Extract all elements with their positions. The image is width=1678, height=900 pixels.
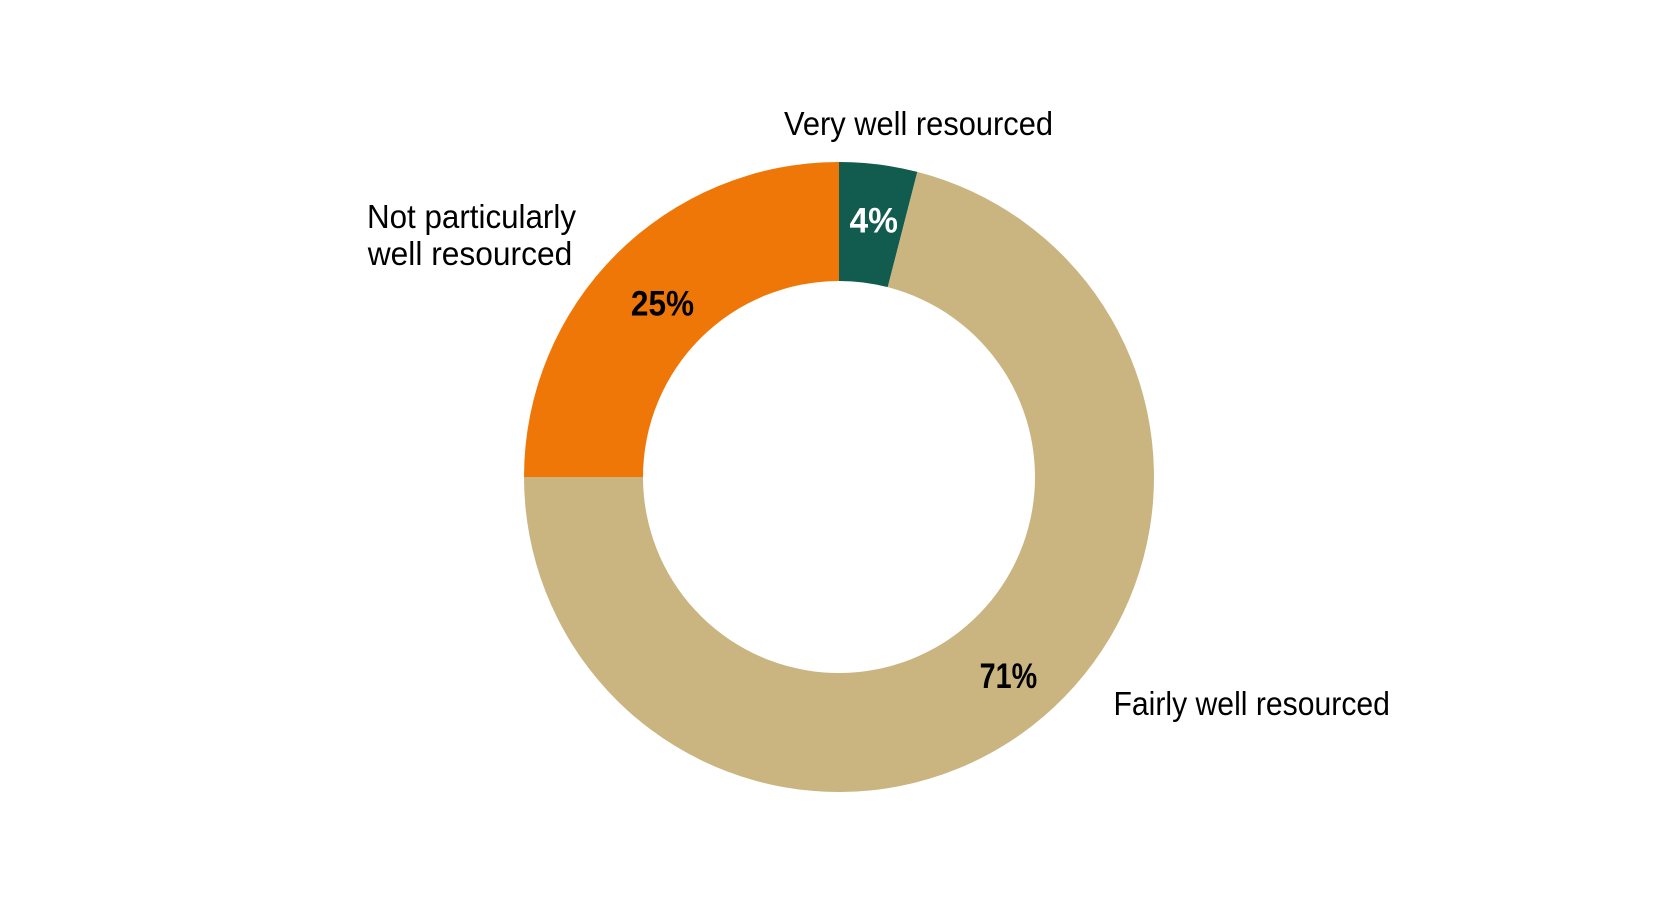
svg-text:Very well resourced: Very well resourced	[784, 105, 1053, 142]
svg-text:well resourced: well resourced	[367, 235, 572, 272]
svg-text:Not particularly: Not particularly	[367, 198, 576, 235]
svg-text:4%: 4%	[849, 201, 898, 240]
svg-text:71%: 71%	[980, 657, 1038, 696]
svg-text:25%: 25%	[631, 285, 694, 324]
svg-text:Fairly well resourced: Fairly well resourced	[1113, 685, 1390, 722]
